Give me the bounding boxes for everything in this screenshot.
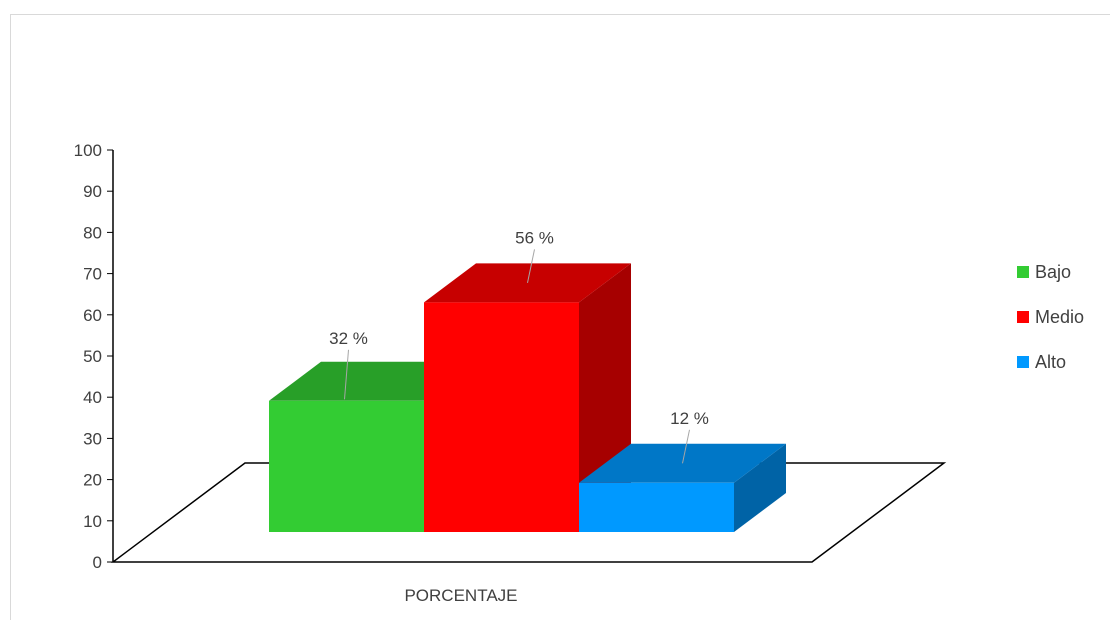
y-tick-label: 60	[83, 306, 102, 325]
data-label-medio: 56 %	[515, 228, 554, 247]
data-label-bajo: 32 %	[329, 329, 368, 348]
x-axis-category-label: PORCENTAJE	[404, 586, 517, 605]
y-axis: 0 10 20 30 40 50 60 70 80 90 100	[74, 141, 114, 572]
y-tick-label: 100	[74, 141, 102, 160]
y-tick-label: 70	[83, 265, 102, 284]
legend-swatch-medio	[1017, 311, 1029, 323]
bar-side-alto	[734, 443, 786, 532]
bar-alto	[579, 482, 734, 532]
legend-label-bajo: Bajo	[1035, 262, 1071, 282]
y-tick-label: 40	[83, 388, 102, 407]
data-label-leader	[682, 429, 690, 464]
legend-swatch-bajo	[1017, 266, 1029, 278]
bar-medio	[424, 302, 579, 532]
legend: Bajo Medio Alto	[1017, 262, 1084, 372]
chart-area	[10, 14, 1110, 620]
y-tick-label: 50	[83, 347, 102, 366]
legend-label-medio: Medio	[1035, 307, 1084, 327]
data-label-leader	[344, 349, 349, 400]
bar-bajo	[269, 400, 424, 532]
legend-swatch-alto	[1017, 356, 1029, 368]
y-tick-label: 90	[83, 182, 102, 201]
y-tick-label: 80	[83, 223, 102, 242]
data-label-alto: 12 %	[670, 409, 709, 428]
bars	[269, 263, 786, 532]
y-tick-label: 30	[83, 429, 102, 448]
legend-label-alto: Alto	[1035, 352, 1066, 372]
y-tick-label: 10	[83, 512, 102, 531]
y-tick-label: 0	[93, 553, 102, 572]
data-labels: 32 % 56 % 12 %	[329, 228, 709, 464]
data-label-leader	[527, 249, 535, 284]
y-tick-label: 20	[83, 471, 102, 490]
